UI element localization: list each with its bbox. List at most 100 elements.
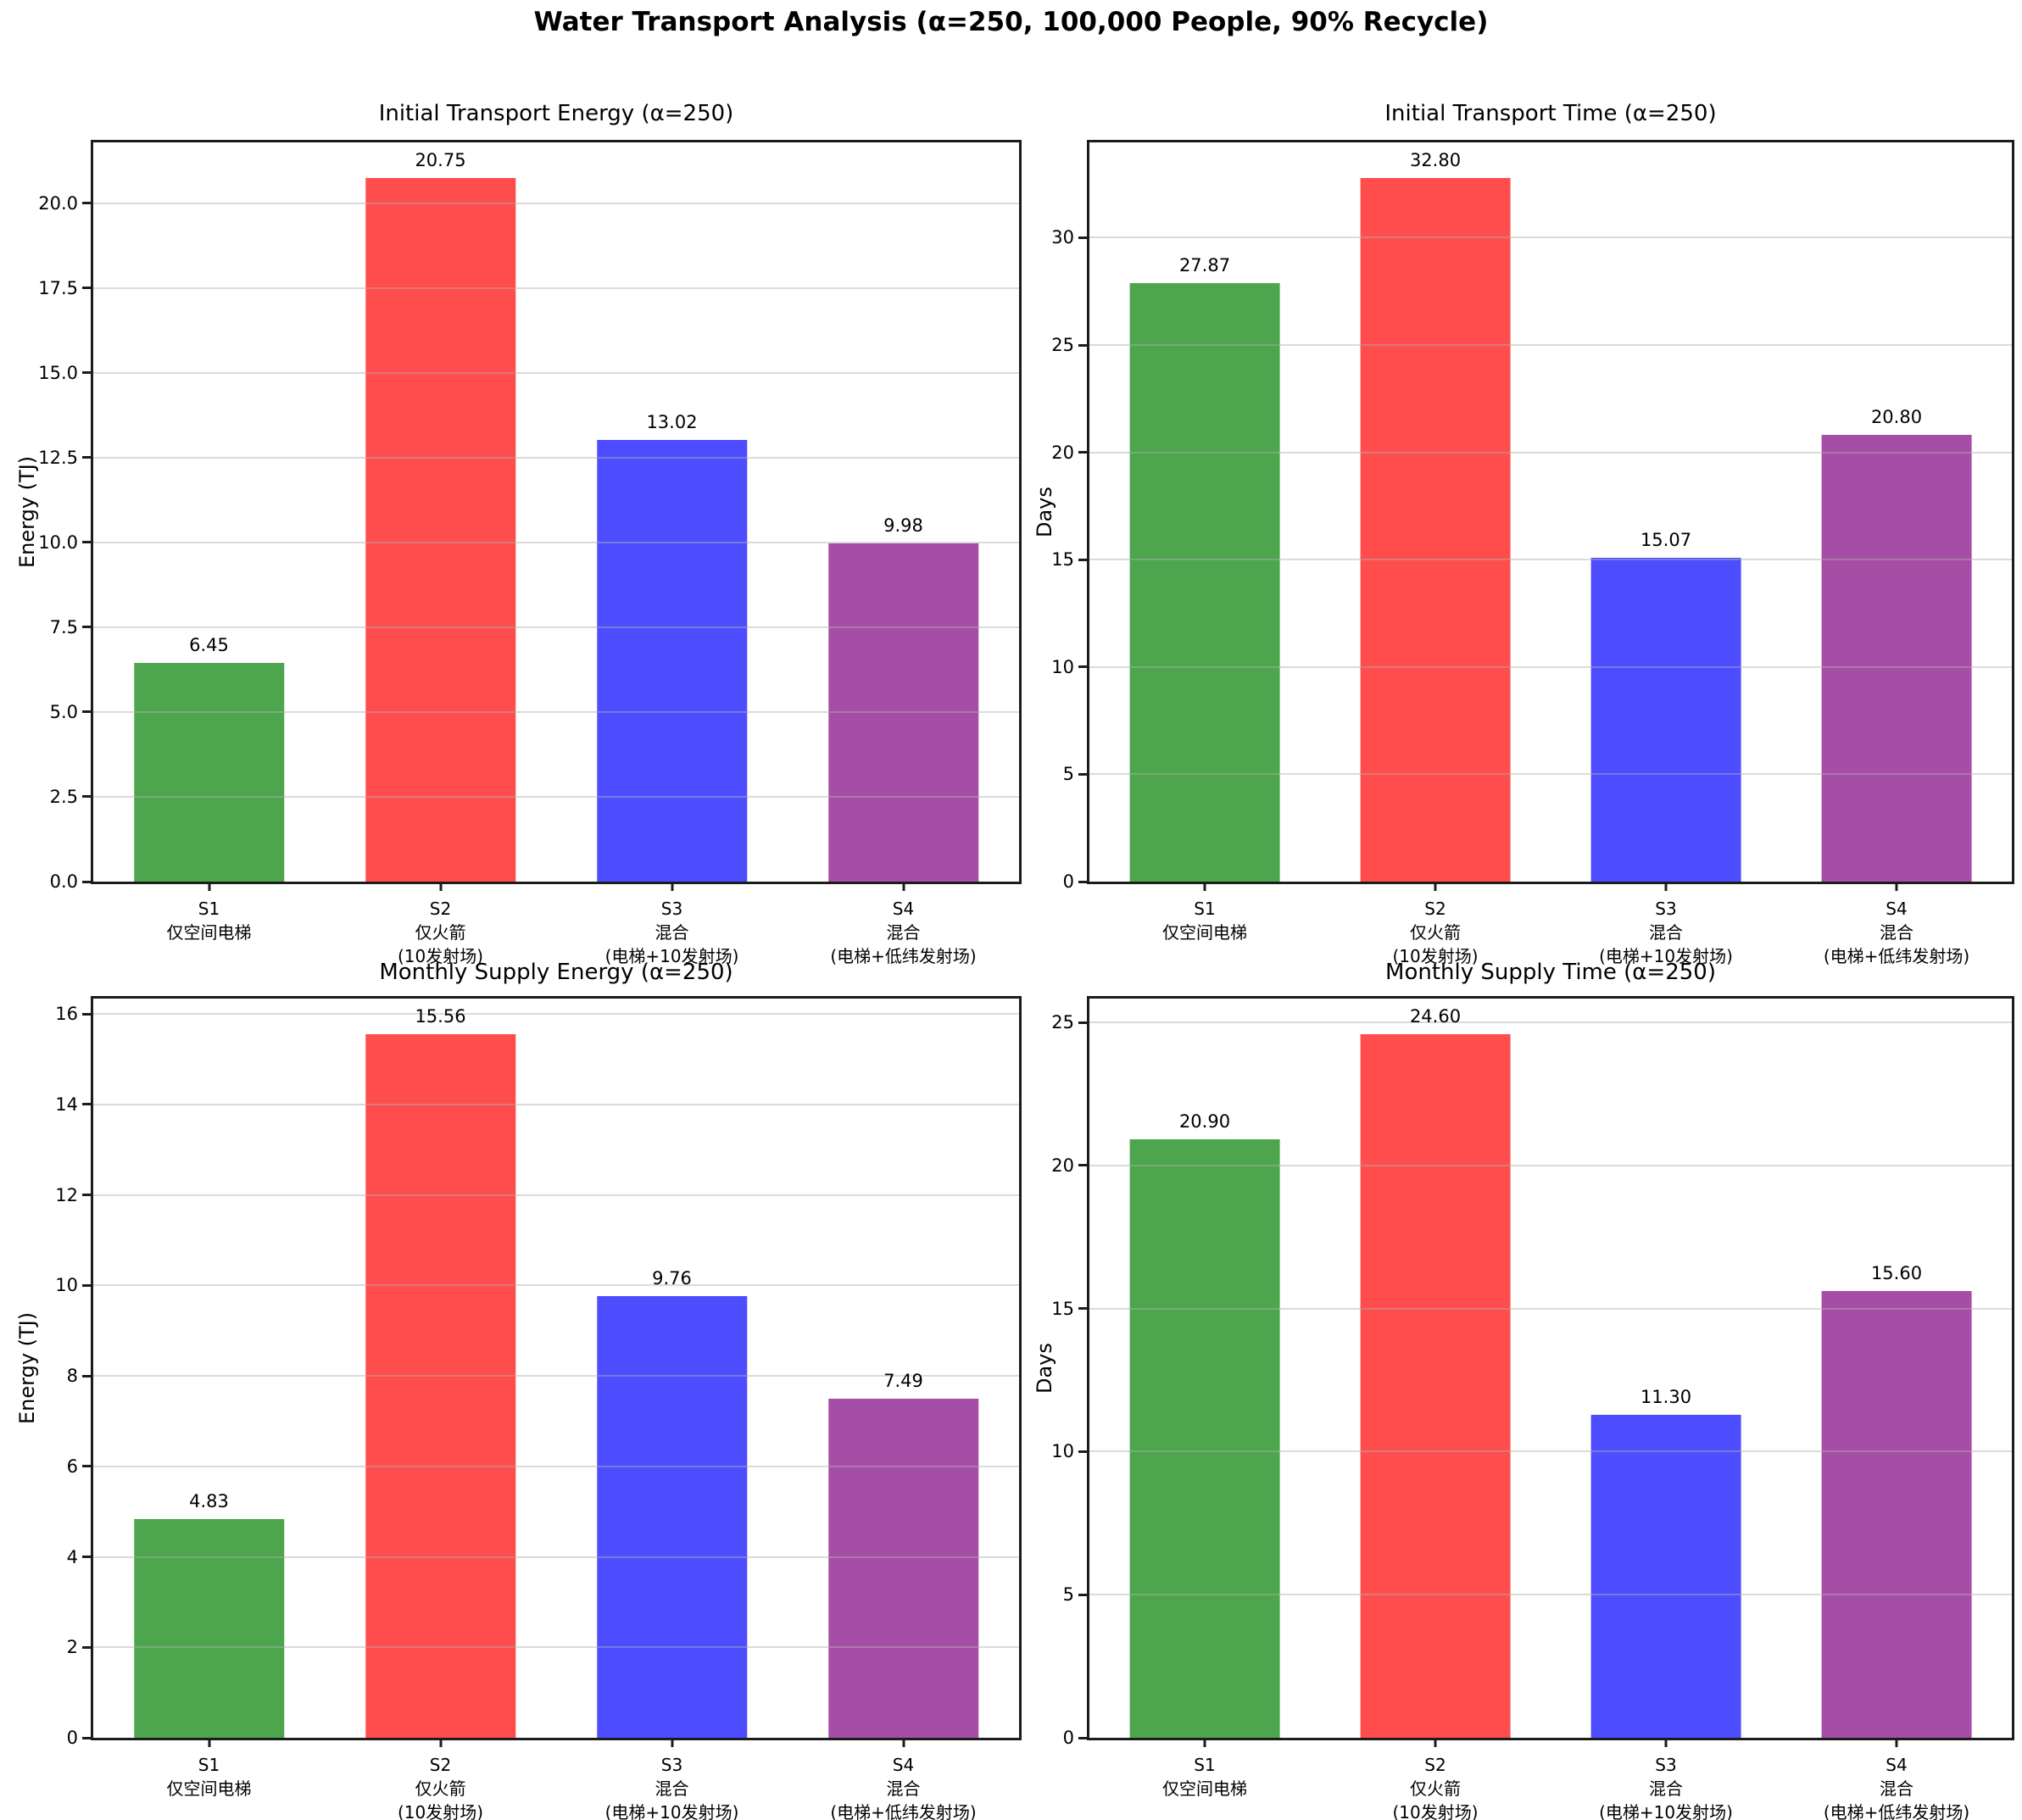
y-tick-label: 10 [55, 1275, 78, 1296]
y-tick [1078, 1593, 1089, 1596]
gridline [1089, 665, 2012, 668]
chart-title: Monthly Supply Energy (α=250) [379, 960, 733, 985]
x-tick-label-line: S2 [429, 899, 452, 919]
y-tick [1078, 343, 1089, 347]
y-tick [1078, 1307, 1089, 1311]
x-tick-label: S4 混合 (电梯+低纬发射场) [830, 897, 976, 968]
y-tick-label: 10 [1051, 1441, 1074, 1462]
x-tick [1664, 1738, 1668, 1747]
y-tick [82, 880, 93, 883]
chart-title: Initial Transport Energy (α=250) [378, 101, 734, 126]
x-tick-label: S3 混合 (电梯+10发射场) [605, 1753, 739, 1820]
x-tick-label: S1 仅空间电梯 [167, 897, 252, 944]
y-tick-label: 5.0 [49, 701, 78, 722]
x-tick [1664, 882, 1668, 891]
bar-s4 [827, 543, 979, 882]
bar-s3 [1590, 558, 1741, 882]
y-tick [82, 287, 93, 290]
x-tick-label-line: S4 [892, 1755, 915, 1775]
bar-s4 [827, 1399, 979, 1738]
x-tick-label-line: 混合 [1649, 922, 1683, 943]
x-tick-label: S2 仅火箭 (10发射场) [1392, 897, 1478, 968]
x-tick-label-line: 仅空间电梯 [166, 1778, 252, 1799]
x-tick-label-line: 仅空间电梯 [1162, 922, 1247, 943]
y-tick [1078, 1021, 1089, 1024]
gridline [1089, 1450, 2012, 1453]
y-tick [1078, 772, 1089, 776]
y-tick-label: 20 [1051, 1155, 1074, 1176]
bar-s3 [596, 1296, 748, 1738]
x-tick-label-line: S3 [1655, 1755, 1677, 1775]
y-tick-label: 4 [66, 1546, 78, 1567]
y-tick-label: 25 [1051, 335, 1074, 356]
y-tick [82, 371, 93, 375]
bar-value-label: 7.49 [883, 1371, 923, 1392]
y-tick [1078, 558, 1089, 561]
bar-s4 [1821, 1291, 1972, 1738]
y-tick [82, 541, 93, 544]
x-tick-label-line: 混合 [655, 922, 689, 943]
y-tick [82, 1283, 93, 1287]
plot-area: 4.83 15.56 9.76 7.49 0 2 4 6 8 10 12 14 16 S1 仅空间电梯 S2 仅… [55, 996, 1022, 1820]
chart-initial-transport-energy-250: Initial Transport Energy (α=250) Energy (… [0, 47, 1022, 966]
chart-title: Monthly Supply Time (α=250) [1385, 960, 1716, 985]
y-tick-label: 0.0 [49, 871, 78, 892]
bar-value-label: 20.80 [1870, 407, 1923, 428]
y-tick-label: 25 [1051, 1012, 1074, 1033]
x-tick-label-line: 混合 [886, 922, 921, 943]
gridline [93, 541, 1019, 543]
y-tick-label: 12 [55, 1184, 78, 1205]
x-tick-label-line: S2 [1424, 1755, 1446, 1775]
y-tick-label: 8 [66, 1366, 78, 1387]
y-tick [82, 1194, 93, 1197]
y-tick [1078, 236, 1089, 239]
x-tick-label-line: 混合 [886, 1778, 921, 1799]
gridline [93, 371, 1019, 374]
gridline [1089, 1164, 2012, 1166]
x-tick-label-line: S4 [1886, 899, 1908, 919]
y-tick-label: 0 [1062, 871, 1074, 892]
x-tick-label-line: S2 [429, 1755, 452, 1775]
y-tick-label: 15.0 [38, 362, 78, 383]
y-axis-label: Energy (TJ) [15, 1311, 39, 1425]
x-tick-label-line: S1 [1194, 899, 1216, 919]
x-tick-label-line: S1 [1194, 1755, 1216, 1775]
x-tick [1434, 882, 1437, 891]
bar-s3 [1590, 1414, 1741, 1738]
chart-initial-transport-time-250: Initial Transport Time (α=250) Days 27.87 3… [1011, 47, 2022, 966]
bar-value-label: 4.83 [189, 1491, 229, 1512]
x-tick-label: S3 混合 (电梯+10发射场) [1599, 897, 1733, 968]
x-tick-label-line: S3 [660, 899, 683, 919]
bar-value-label: 15.07 [1640, 530, 1692, 551]
bar-s2 [365, 1033, 516, 1738]
y-tick [82, 1012, 93, 1016]
x-tick-label: S2 仅火箭 (10发射场) [398, 1753, 483, 1820]
x-tick-label-line: S1 [198, 1755, 220, 1775]
x-tick-label-line: 混合 [1880, 922, 1913, 943]
gridline [1089, 1307, 2012, 1310]
x-tick-label: S4 混合 (电梯+低纬发射场) [1824, 897, 1969, 968]
y-tick [82, 202, 93, 205]
bar-s1 [1129, 283, 1280, 882]
y-tick [82, 1103, 93, 1106]
x-tick-label-line: S4 [1886, 1755, 1908, 1775]
bar-value-label: 11.30 [1640, 1386, 1692, 1407]
x-tick-label: S3 混合 (电梯+10发射场) [1599, 1753, 1733, 1820]
bar-value-label: 13.02 [646, 411, 698, 432]
bar-value-label: 9.98 [883, 515, 923, 536]
x-tick-label-line: (电梯+低纬发射场) [830, 946, 977, 966]
x-tick [1895, 882, 1898, 891]
x-tick-label-line: (10发射场) [1392, 946, 1479, 966]
x-tick-label-line: 仅火箭 [415, 1778, 466, 1799]
x-tick-label-line: (电梯+10发射场) [1599, 946, 1733, 966]
bar-value-label: 24.60 [1409, 1005, 1462, 1027]
gridline [93, 202, 1019, 204]
bar-value-label: 6.45 [189, 634, 229, 655]
y-tick-label: 14 [55, 1094, 78, 1115]
x-tick-label-line: S4 [892, 899, 915, 919]
x-tick-label-line: (电梯+10发射场) [604, 946, 739, 966]
y-tick [82, 795, 93, 799]
x-tick-label-line: S2 [1424, 899, 1446, 919]
gridline [93, 287, 1019, 289]
x-tick-label: S4 混合 (电梯+低纬发射场) [1824, 1753, 1969, 1820]
